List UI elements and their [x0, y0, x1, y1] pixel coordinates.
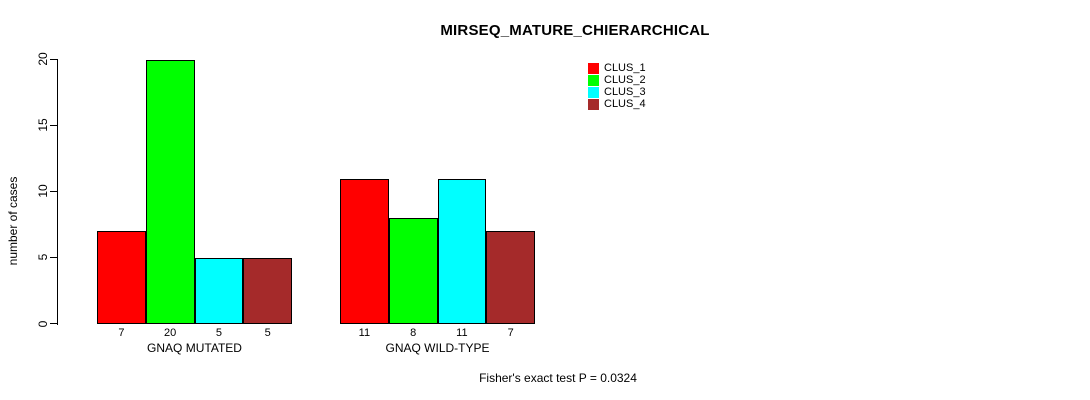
- bar-value-label: 8: [410, 327, 417, 339]
- bar-clus_1: [340, 178, 389, 324]
- legend-label: CLUS_3: [604, 86, 646, 98]
- legend-swatch-icon: [588, 74, 599, 86]
- bar-clus_2: [388, 218, 438, 324]
- y-tick-label: 20: [36, 52, 50, 66]
- bar-clus_3: [194, 257, 244, 324]
- legend-label: CLUS_4: [604, 98, 646, 110]
- annotation-text: Fisher's exact test P = 0.0324: [479, 371, 637, 385]
- bar-value-label: 7: [507, 327, 514, 339]
- y-tick-mark: [50, 124, 57, 126]
- legend-swatch-icon: [588, 86, 599, 98]
- bar-clus_3: [437, 178, 487, 324]
- category-label: GNAQ WILD-TYPE: [385, 341, 490, 355]
- y-tick-mark: [50, 190, 57, 192]
- legend-item-clus_3: CLUS_3: [588, 86, 646, 98]
- legend-item-clus_1: CLUS_1: [588, 62, 646, 74]
- bar-value-label: 5: [264, 327, 271, 339]
- bar-clus_4: [486, 231, 535, 324]
- y-tick-label: 5: [36, 254, 50, 261]
- bar-value-label: 11: [456, 327, 468, 339]
- y-tick-label: 10: [36, 184, 50, 198]
- y-tick-label: 15: [36, 118, 50, 132]
- y-axis-line: [57, 59, 58, 325]
- legend-label: CLUS_1: [604, 62, 646, 74]
- chart-title: MIRSEQ_MATURE_CHIERARCHICAL: [440, 22, 710, 39]
- y-axis-title: number of cases: [6, 176, 20, 266]
- category-label: GNAQ MUTATED: [147, 341, 242, 355]
- bar-clus_2: [145, 59, 195, 324]
- bar-clus_4: [243, 257, 292, 324]
- legend: CLUS_1 CLUS_2 CLUS_3 CLUS_4: [588, 62, 646, 110]
- y-tick-mark: [50, 256, 57, 258]
- legend-swatch-icon: [588, 98, 599, 110]
- y-tick-label: 0: [36, 320, 50, 327]
- bar-clus_1: [97, 231, 146, 324]
- bar-value-label: 11: [358, 327, 371, 339]
- legend-swatch-icon: [588, 62, 599, 74]
- legend-label: CLUS_2: [604, 74, 646, 86]
- legend-item-clus_2: CLUS_2: [588, 74, 646, 86]
- bar-value-label: 20: [164, 327, 177, 339]
- y-tick-mark: [50, 58, 57, 60]
- y-tick-mark: [50, 323, 57, 324]
- legend-item-clus_4: CLUS_4: [588, 98, 646, 110]
- bar-value-label: 5: [215, 327, 222, 339]
- bar-value-label: 7: [118, 327, 125, 339]
